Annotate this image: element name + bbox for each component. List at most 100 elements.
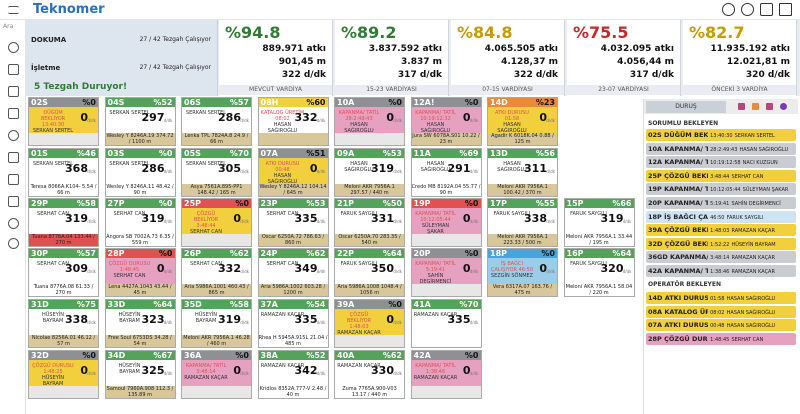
loom-card[interactable]: 19P %0 KAPANMA/ TATİL 10:12:05:44 SÜLEYMA… [410, 198, 482, 247]
loom-pct: %52 [153, 98, 173, 107]
loom-card[interactable]: 39A %0 ÇÖZGÜ BEKLİYOR 1:48:03 RAMAZAN KAÇ… [334, 299, 405, 348]
loom-pct: %58 [76, 199, 96, 208]
loom-card[interactable]: 23P %53 SERHAT CAN 335 d/dk Oscar 6250A.… [257, 198, 329, 247]
loom-card[interactable]: 30P %57 SERHAT CAN 309 d/dk Tuana 8776A.… [28, 248, 99, 297]
chart-icon[interactable] [8, 64, 19, 75]
loom-card[interactable]: 24P %62 SERHAT CAN 349 d/dk Aria 5986A.1… [257, 248, 329, 297]
loom-card[interactable]: 27P %0 SERHAT CAN 319 d/dk Angora SB 700… [104, 198, 176, 247]
tool-icon[interactable] [766, 103, 773, 110]
user-icon[interactable] [741, 3, 754, 16]
loom-card[interactable]: 25P %0 ÇÖZGÜ BEKLİYOR 3:48:44 SERHAT CAN … [181, 198, 252, 247]
loom-card[interactable]: 31D %75 HÜSEYİN BAYRAM 338 d/dk Nicolae … [28, 299, 99, 348]
durus-row[interactable]: 10A KAPANMA/ TA... 28:2:49:43 HASAN SAĞI… [646, 142, 796, 155]
loom-card[interactable]: 35D %58 HÜSEYİN BAYRAM 319 d/dk Meloni A… [181, 299, 252, 348]
loom-speed: 309 [65, 262, 88, 275]
loom-body: SERKAN SERTEL 368 d/dk [29, 158, 98, 186]
loom-card[interactable]: 20P %0 KAPANMA/ TATİL 5:19:41 SAHİN DEGİR… [410, 248, 482, 297]
loom-card[interactable]: 40A %62 RAMAZAN KAÇAR 330 d/dk Zuma 7765… [334, 350, 405, 399]
durus-row[interactable]: 02S DÜĞÜM BEKLİ... 13:40:30 SERKAN SERTE… [646, 129, 796, 141]
loom-card[interactable]: 16P %64 FARUK SAYGILI 320 d/dk Meloni AK… [563, 248, 635, 297]
loom-status: HÜSEYİN BAYRAM [41, 312, 65, 324]
loom-footer [411, 284, 481, 296]
loom-card[interactable]: 06S %57 SERKAN SERTEL 286 d/dk Lenka TPL… [181, 97, 252, 146]
tab-durus[interactable]: DURUŞ [646, 101, 726, 113]
loom-card[interactable]: 05S %70 SERKAN SERTEL 305 d/dk Asya 7561… [181, 148, 252, 197]
loom-card[interactable]: 28P %0 ÇÖZGÜ DURUSU 1:48:45 SERHAT CAN 0 … [104, 248, 176, 297]
bell-icon[interactable] [780, 103, 787, 110]
speed-unit: d/dk [87, 169, 96, 174]
durus-row[interactable]: 20P KAPANMA/ TA... 5:19:41 SAHİN DEGİRME… [646, 197, 796, 209]
moon-icon[interactable] [722, 3, 735, 16]
loom-status: ÇÖZGÜ DURUSU 1:48:45 SERHAT CAN [108, 261, 151, 279]
loom-card[interactable]: 29P %58 SERHAT CAN 319 d/dk Tuana 8776A.… [28, 198, 99, 247]
loom-body: HÜSEYİN BAYRAM 323 d/dk [105, 309, 175, 337]
durus-row[interactable]: 19P KAPANMA/ TA... 10:12:05:44 SÜLEYMAN … [646, 183, 796, 196]
factory-icon[interactable] [8, 86, 19, 97]
loom-card[interactable]: 08H %60 KATALOG ÜRETİM 08:02 HASAN SAĞIRO… [257, 97, 329, 146]
durus-row[interactable]: 36GD KAPANMA/ T... 3:48:14 RAMAZAN KAÇAR [646, 251, 796, 264]
loom-id: 39A [335, 300, 404, 309]
loom-pct: %0 [541, 249, 555, 258]
loom-speed: 0 [462, 212, 471, 225]
loom-card[interactable]: 21P %50 FARUK SAYGILI 331 d/dk Oscar 625… [334, 198, 405, 247]
loom-card[interactable]: 42A %0 KAPANMA/ TATİL 1:38:46 RAMAZAN KAÇ… [410, 350, 482, 399]
loom-card[interactable]: 22P %64 FARUK SAYGILI 350 d/dk Aria 5986… [334, 248, 405, 297]
loom-card[interactable]: 09A %53 HASAN SAĞIROĞLU 319 d/dk Meloni … [334, 148, 405, 197]
search-input[interactable]: Ara [3, 23, 14, 30]
loom-status: SERHAT CAN [266, 261, 299, 267]
loom-icon[interactable] [738, 103, 745, 110]
menu-icon[interactable] [8, 6, 19, 14]
loom-card[interactable]: 03S %0 SERKAN SERTEL 286 d/dk Wesley Y 8… [104, 148, 176, 197]
loom-card[interactable]: 41A %70 RAMAZAN KAÇAR 335 d/dk [410, 299, 482, 348]
loom-card[interactable]: 04S %52 SERKAN SERTEL 297 d/dk Wesley Y … [104, 97, 176, 146]
loom-body: ÇÖZGÜ BEKLİYOR 3:48:44 SERHAT CAN 0 d/dk [182, 208, 251, 236]
calendar-icon[interactable] [8, 196, 19, 207]
loom-card[interactable]: 33D %64 HÜSEYİN BAYRAM 323 d/dk Free Sou… [104, 299, 176, 348]
durus-person: SÜLEYMAN ŞAKAR [742, 187, 789, 194]
tools-icon[interactable] [8, 152, 19, 163]
durus-row[interactable]: 18P İŞ BAĞCI ÇALIŞI... 46:50 FARUK SAYGI… [646, 210, 796, 223]
loom-card[interactable]: 38A %52 RAMAZAN KAÇAR 342 d/dk Kridlos 8… [257, 350, 329, 399]
loom-status: RAMAZAN KAÇAR [337, 363, 381, 369]
loom-card[interactable]: 26P %62 SERHAT CAN 332 d/dk Aria 5986A.1… [181, 248, 252, 297]
building-icon[interactable] [8, 108, 19, 119]
users-icon[interactable] [8, 218, 19, 229]
durus-row[interactable]: 39A ÇÖZGÜ BEKLİ... 1:48:03 RAMAZAN KAÇAR [646, 224, 796, 237]
durus-row[interactable]: 12A KAPANMA/ TA... 10:19:12:58 NACI KUZG… [646, 156, 796, 169]
loom-card[interactable]: 01S %46 SERKAN SERTEL 368 d/dk Teresa 80… [28, 148, 99, 197]
dashboard-icon[interactable] [8, 42, 19, 53]
durus-row[interactable]: 28P ÇÖZGÜ DURUSU 1:48:45 SERHAT CAN [646, 332, 796, 345]
loom-card[interactable]: 11A %69 HASAN SAĞIROĞLU 291 d/dk Credo M… [410, 148, 482, 197]
durus-row[interactable]: 42A KAPANMA/ TATİL 1:38:46 RAMAZAN KAÇAR [646, 265, 796, 277]
loom-card[interactable]: 18P %0 İŞ BAĞCI ÇALIŞIYOR 46:50 SEZGİN SÖ… [487, 248, 558, 297]
loom-card[interactable]: 07A %51 ATKI DURUSU 00:48 HASAN SAĞIROĞLU… [257, 148, 329, 197]
durus-row[interactable]: 32D ÇÖZGÜ BEKLİ... 1:52:22 HÜSEYİN BAYRA… [646, 237, 796, 250]
loom-card[interactable]: 10A %0 KAPANMA/ TATİL 28:2:49:43 HASAN SA… [334, 97, 405, 146]
durus-row[interactable]: 14D ATKI DURUSU 01:58 HASAN SAĞIROĞLU [646, 292, 796, 304]
alert-icon[interactable] [752, 103, 759, 110]
durus-person: HÜSEYİN BAYRAM [731, 241, 776, 248]
clock-icon[interactable] [8, 130, 19, 141]
speed-value: 317 d/dk [629, 70, 674, 80]
document-icon[interactable] [8, 174, 19, 185]
monitor-icon[interactable] [760, 3, 773, 16]
loom-id: 35D [182, 300, 251, 309]
loom-card[interactable]: 12A! %0 KAPANMA/ TATİL 10:19:12:32 HASAN … [410, 97, 482, 146]
settings-icon[interactable] [8, 238, 19, 249]
loom-speed: 368 [65, 162, 88, 175]
loom-card[interactable]: 32D %0 ÇÖZGÜ DURUSU 1:48:25 HÜSEYİN BAYRA… [28, 350, 99, 399]
speed-unit: d/dk [163, 118, 173, 123]
loom-card[interactable]: 34D %67 HÜSEYİN BAYRAM 325 d/dk Samoul 7… [104, 350, 176, 399]
loom-id: 04S [105, 98, 175, 107]
durus-row[interactable]: 25P ÇÖZGÜ BEKLİYOR 3:48:44 SERHAT CAN [646, 169, 796, 182]
loom-card[interactable]: 15P %66 FARUK SAYGILI 319 d/dk Meloni AK… [563, 198, 635, 247]
loom-card[interactable]: 02S %0 DÜĞÜM BEKLİYOR 13:40:30 SERKAN SER… [28, 97, 99, 146]
loom-card[interactable]: 36A %0 KAPANMA/ TATİL 3:48:14 RAMAZAN KAÇ… [181, 350, 252, 399]
loom-card[interactable]: 17P %55 FARUK SAYGILI 338 d/dk Meloni AK… [487, 198, 558, 247]
loom-card[interactable]: 37A %54 RAMAZAN KAÇAR 335 d/dk Rhea H 59… [257, 299, 329, 348]
fullscreen-icon[interactable] [779, 3, 792, 16]
loom-card[interactable]: 14D %23 ATKI DURUSU 01:58 HASAN SAĞIROĞLU… [487, 97, 558, 146]
durus-row[interactable]: 08A KATALOG ÜR... 08:02 HASAN SAĞIROĞLU [646, 305, 796, 318]
durus-row[interactable]: 07A ATKI DURUSU 00:48 HASAN SAĞIROĞLU [646, 319, 796, 332]
loom-card[interactable]: 13D %56 HASAN SAĞIROĞLU 311 d/dk Meloni … [487, 148, 558, 197]
